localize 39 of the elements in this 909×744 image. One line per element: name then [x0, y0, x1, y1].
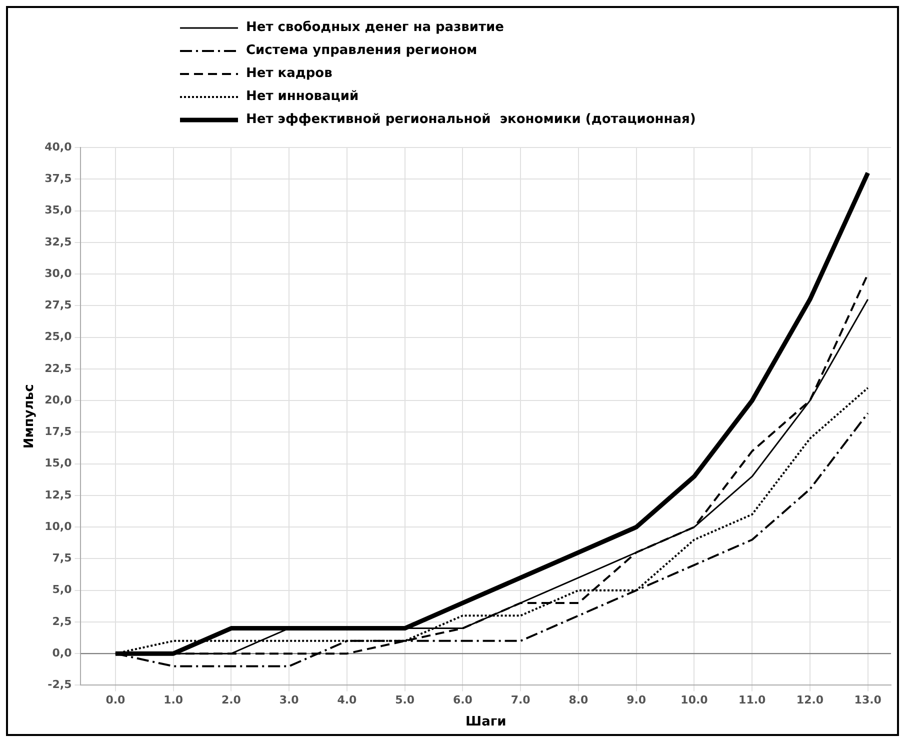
legend-label: Нет кадров: [246, 66, 332, 81]
y-tick-label: 7,5: [52, 552, 72, 565]
y-tick-label: 27,5: [44, 298, 72, 312]
legend-label: Нет эффективной региональной экономики (дотационная): [246, 112, 696, 127]
x-tick-label: 12.0: [796, 694, 824, 707]
x-tick-label: 10.0: [680, 694, 708, 707]
x-tick-label: 6.0: [452, 694, 473, 707]
y-tick-label: 12,5: [44, 488, 72, 502]
y-axis-title: Импульс: [22, 384, 38, 449]
x-tick-label: 7.0: [510, 694, 531, 707]
x-axis-title: Шаги: [466, 714, 506, 730]
x-tick-label: 2.0: [221, 694, 242, 707]
y-tick-label: -2,5: [48, 678, 72, 692]
x-tick-label: 9.0: [626, 694, 646, 707]
y-tick-label: 40,0: [44, 140, 72, 154]
y-tick-label: 32,5: [44, 235, 72, 248]
x-tick-label: 1.0: [164, 694, 184, 707]
y-tick-label: 20,0: [44, 393, 72, 406]
y-tick-label: 37,5: [44, 172, 72, 186]
y-tick-label: 25,0: [44, 330, 72, 344]
x-tick-label: 3.0: [279, 694, 300, 707]
y-tick-label: 15,0: [44, 456, 72, 470]
y-tick-label: 10,0: [44, 520, 72, 533]
x-tick-label: 11.0: [738, 694, 766, 707]
x-tick-label: 4.0: [337, 694, 358, 707]
legend-label: Нет свободных денег на развитие: [246, 20, 504, 35]
y-tick-label: 30,0: [44, 266, 72, 280]
x-tick-label: 13.0: [854, 694, 882, 707]
y-tick-label: 2,5: [52, 614, 72, 628]
y-tick-label: 17,5: [44, 425, 72, 438]
y-tick-label: 22,5: [44, 362, 72, 375]
y-tick-label: 5,0: [52, 583, 72, 596]
y-tick-label: 35,0: [44, 204, 72, 217]
legend-label: Нет инноваций: [246, 89, 359, 104]
x-tick-label: 0.0: [106, 694, 126, 707]
y-tick-label: 0,0: [52, 646, 72, 660]
legend-label: Система управления регионом: [246, 43, 478, 58]
x-tick-label: 8.0: [568, 694, 589, 707]
x-tick-label: 5.0: [395, 694, 415, 707]
